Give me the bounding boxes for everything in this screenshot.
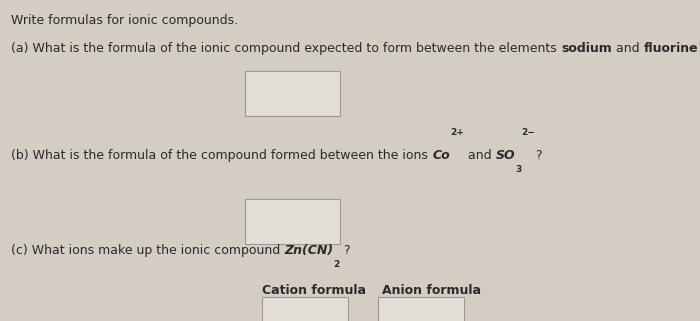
Text: ?: ? <box>340 244 351 257</box>
Bar <box>245 199 340 244</box>
Bar <box>245 71 340 116</box>
Text: Zn(CN): Zn(CN) <box>284 244 334 257</box>
Text: and: and <box>612 42 643 55</box>
Text: 3: 3 <box>515 165 522 174</box>
Bar <box>262 297 348 321</box>
Text: Cation formula: Cation formula <box>262 284 367 297</box>
Text: fluorine: fluorine <box>643 42 698 55</box>
Text: 2−: 2− <box>522 128 535 137</box>
Text: 2+: 2+ <box>450 128 463 137</box>
Text: sodium: sodium <box>561 42 612 55</box>
Text: SO: SO <box>496 149 515 162</box>
Text: 2: 2 <box>334 260 340 269</box>
Text: Co: Co <box>432 149 450 162</box>
Text: (a) What is the formula of the ionic compound expected to form between the eleme: (a) What is the formula of the ionic com… <box>11 42 561 55</box>
Text: and: and <box>463 149 496 162</box>
Text: ?: ? <box>698 42 700 55</box>
Text: (b) What is the formula of the compound formed between the ions: (b) What is the formula of the compound … <box>11 149 432 162</box>
Text: ?: ? <box>535 149 542 162</box>
Text: Write formulas for ionic compounds.: Write formulas for ionic compounds. <box>11 14 238 27</box>
Text: Anion formula: Anion formula <box>382 284 480 297</box>
Bar <box>378 297 464 321</box>
Text: (c) What ions make up the ionic compound: (c) What ions make up the ionic compound <box>11 244 284 257</box>
